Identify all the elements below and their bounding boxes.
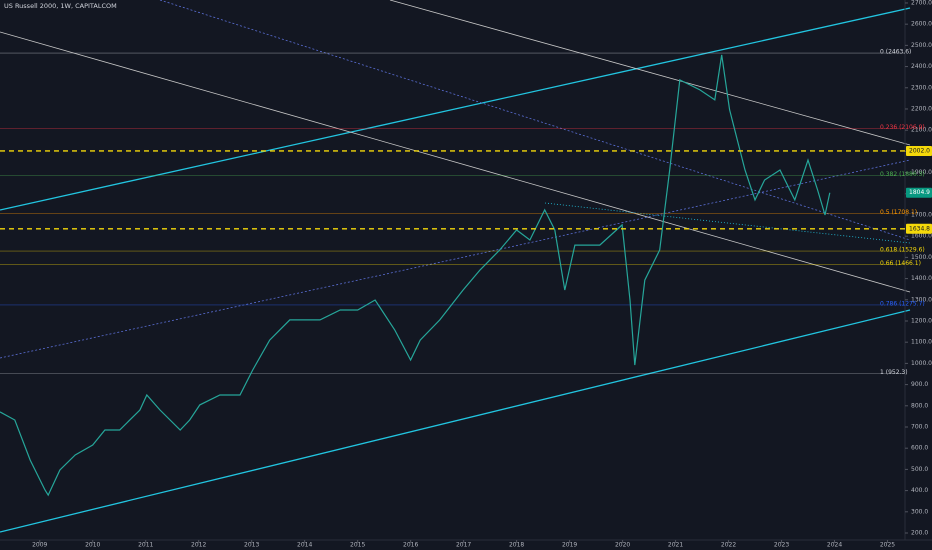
fib-label: 0.618 (1529.6): [880, 247, 925, 254]
x-tick-label: 2020: [615, 542, 630, 549]
y-tick-label: 1500.0: [911, 254, 932, 261]
y-tick-label: 2400.0: [911, 63, 932, 70]
x-tick-label: 2010: [85, 542, 100, 549]
y-tick-label: 600.0: [911, 445, 928, 452]
chart-title: US Russell 2000, 1W, CAPITALCOM: [4, 2, 117, 10]
trendline: [159, 0, 911, 241]
fib-label: 0.236 (2106.9): [880, 124, 925, 131]
fib-label: 0.66 (1466.1): [880, 260, 921, 267]
x-tick-label: 2009: [32, 542, 47, 549]
y-tick-label: 2700.0: [911, 0, 932, 6]
y-tick-label: 800.0: [911, 402, 928, 409]
y-tick-label: 300.0: [911, 508, 928, 515]
price-tag: [906, 223, 932, 234]
y-tick-label: 2500.0: [911, 42, 932, 49]
x-tick-label: 2015: [350, 542, 365, 549]
trendline: [544, 202, 911, 244]
x-tick-label: 2019: [562, 542, 577, 549]
x-tick-label: 2018: [509, 542, 524, 549]
y-tick-label: 1400.0: [911, 275, 932, 282]
trendline: [0, 31, 911, 293]
y-tick-label: 200.0: [911, 530, 928, 537]
x-tick-label: 2022: [721, 542, 736, 549]
y-tick-label: 2300.0: [911, 84, 932, 91]
x-tick-label: 2011: [138, 542, 153, 549]
y-tick-label: 1700.0: [911, 211, 932, 218]
fib-label: 0 (2463.6): [880, 49, 911, 56]
trendline: [0, 309, 911, 533]
fib-label: 0.786 (1275.7): [880, 300, 925, 307]
y-tick-label: 1600.0: [911, 233, 932, 240]
y-tick-label: 1100.0: [911, 339, 932, 346]
x-tick-label: 2021: [668, 542, 683, 549]
x-tick-label: 2013: [244, 542, 259, 549]
fib-label: 0.5 (1708.1): [880, 209, 917, 216]
x-tick-label: 2017: [456, 542, 471, 549]
fib-label: 0.382 (1886.3): [880, 171, 925, 178]
y-tick-label: 2600.0: [911, 21, 932, 28]
y-tick-label: 1000.0: [911, 360, 932, 367]
y-tick-label: 2100.0: [911, 127, 932, 134]
x-tick-label: 2024: [827, 542, 842, 549]
fib-label: 1 (952.3): [880, 369, 908, 376]
x-tick-label: 2014: [297, 542, 312, 549]
y-tick-label: 400.0: [911, 487, 928, 494]
trendline: [0, 7, 911, 211]
x-tick-label: 2016: [403, 542, 418, 549]
x-tick-label: 2025: [880, 542, 895, 549]
x-tick-label: 2012: [191, 542, 206, 549]
y-tick-label: 500.0: [911, 466, 928, 473]
y-tick-label: 900.0: [911, 381, 928, 388]
price-tag-label: 1804.9: [909, 189, 930, 196]
y-tick-label: 700.0: [911, 423, 928, 430]
price-tag: [906, 145, 932, 156]
y-tick-label: 1300.0: [911, 296, 932, 303]
trendline: [389, 0, 911, 146]
y-tick-label: 1200.0: [911, 317, 932, 324]
price-tag: [906, 187, 932, 198]
y-tick-label: 2200.0: [911, 105, 932, 112]
price-tag-label: 1634.8: [909, 225, 930, 232]
x-tick-label: 2023: [774, 542, 789, 549]
y-tick-label: 1900.0: [911, 169, 932, 176]
price-line: [0, 54, 831, 497]
price-tag-label: 2002.0: [909, 147, 930, 154]
